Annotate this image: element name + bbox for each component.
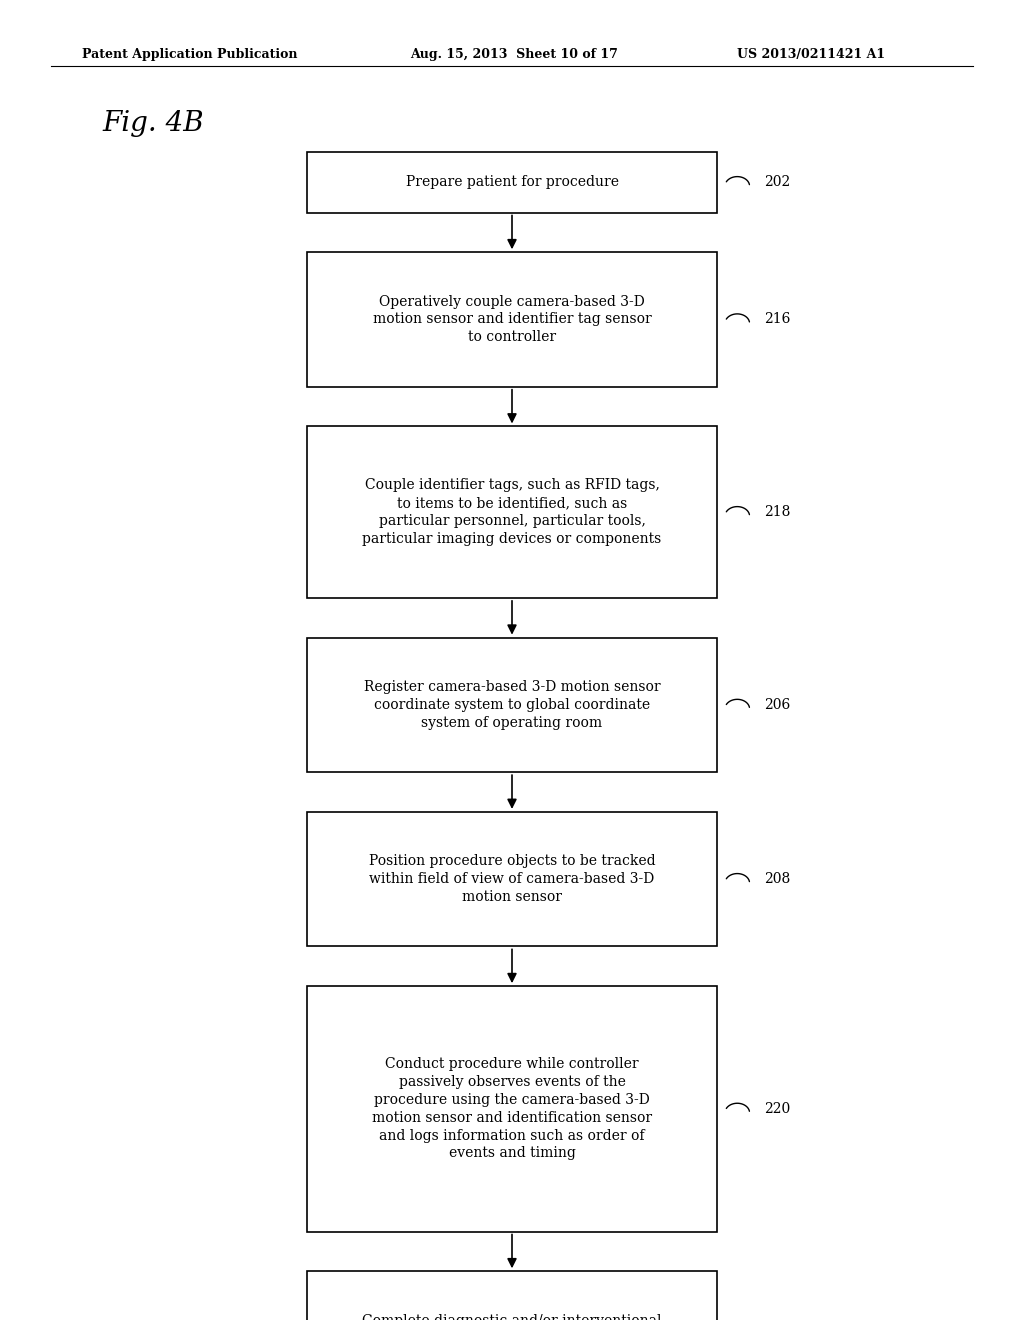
Bar <box>307 252 717 387</box>
Text: US 2013/0211421 A1: US 2013/0211421 A1 <box>737 48 886 61</box>
Text: Prepare patient for procedure: Prepare patient for procedure <box>406 176 618 189</box>
Bar <box>307 812 717 946</box>
Text: Patent Application Publication: Patent Application Publication <box>82 48 297 61</box>
Bar <box>307 152 717 213</box>
Text: 202: 202 <box>764 176 791 189</box>
Text: 208: 208 <box>764 873 791 886</box>
Text: Couple identifier tags, such as RFID tags,
to items to be identified, such as
pa: Couple identifier tags, such as RFID tag… <box>362 478 662 546</box>
Text: 220: 220 <box>764 1102 791 1115</box>
Text: 216: 216 <box>764 313 791 326</box>
Text: Complete diagnostic and/or interventional
procedure and remove patient from
oper: Complete diagnostic and/or interventiona… <box>362 1313 662 1320</box>
Text: 218: 218 <box>764 506 791 519</box>
Text: 206: 206 <box>764 698 791 711</box>
Text: Position procedure objects to be tracked
within field of view of camera-based 3-: Position procedure objects to be tracked… <box>369 854 655 904</box>
Text: Register camera-based 3-D motion sensor
coordinate system to global coordinate
s: Register camera-based 3-D motion sensor … <box>364 680 660 730</box>
Bar <box>307 426 717 598</box>
Text: Fig. 4B: Fig. 4B <box>102 110 204 136</box>
Bar <box>307 986 717 1232</box>
Bar <box>307 1271 717 1320</box>
Bar <box>307 638 717 772</box>
Text: Operatively couple camera-based 3-D
motion sensor and identifier tag sensor
to c: Operatively couple camera-based 3-D moti… <box>373 294 651 345</box>
Text: Conduct procedure while controller
passively observes events of the
procedure us: Conduct procedure while controller passi… <box>372 1057 652 1160</box>
Text: Aug. 15, 2013  Sheet 10 of 17: Aug. 15, 2013 Sheet 10 of 17 <box>410 48 617 61</box>
